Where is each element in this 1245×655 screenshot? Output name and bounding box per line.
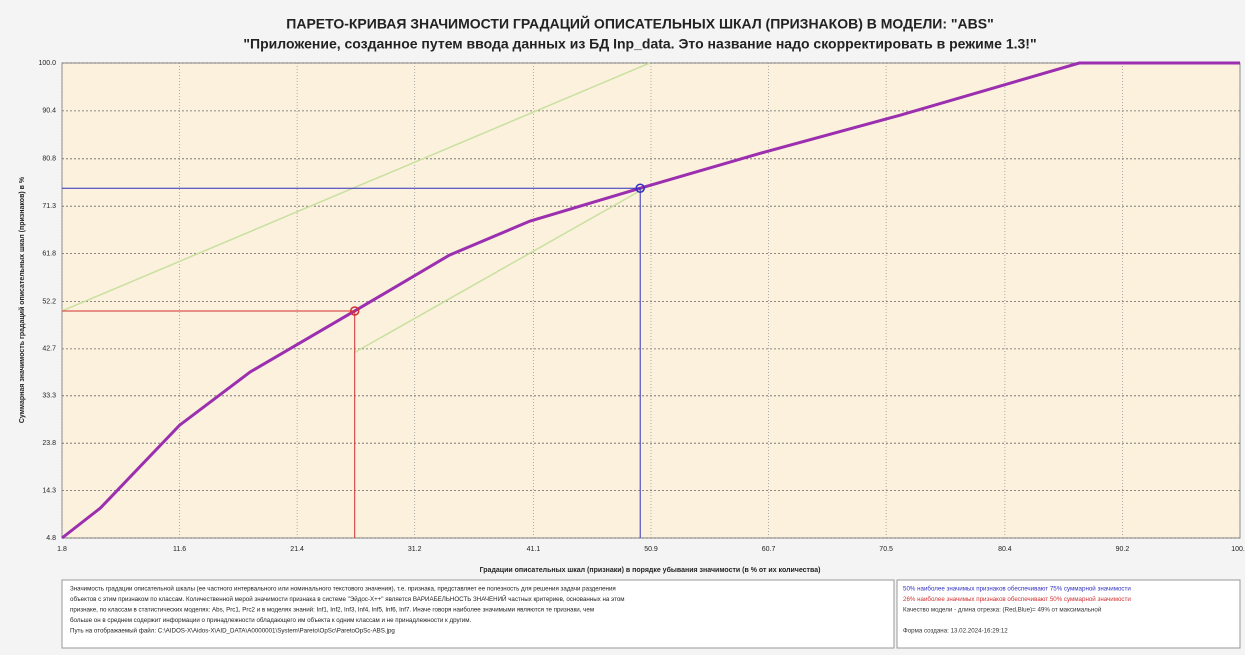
y-tick-label: 23.8	[42, 440, 56, 447]
note-text: 26% наиболее значимых признаков обеспечи…	[903, 596, 1131, 603]
x-tick-label: 60.7	[762, 546, 776, 553]
x-tick-label: 21.4	[290, 546, 304, 553]
note-text: Значимость градации описательной шкалы (…	[70, 586, 616, 593]
line	[354, 184, 651, 354]
y-tick-label: 100.0	[38, 60, 56, 67]
notes-left-box	[61, 579, 895, 649]
y-axis-label: Суммарная значимость градаций описательн…	[18, 176, 26, 423]
note-text: Форма создана: 13.02.2024-16:29:12	[903, 628, 1008, 635]
note-text: 50% наиболее значимых признаков обеспечи…	[903, 586, 1131, 593]
note-text: Путь на отображаемый файл: C:\AIDOS-X\Ai…	[70, 628, 395, 635]
notes-right-box	[896, 579, 1241, 649]
note-text: Качество модели - длина отрезка: (Red,Bl…	[903, 607, 1102, 614]
marker	[635, 183, 645, 193]
y-tick-label: 33.3	[42, 393, 56, 400]
x-tick-label: 31.2	[408, 546, 422, 553]
x-tick-label: 50.9	[644, 546, 658, 553]
line	[61, 61, 1240, 540]
y-tick-label: 90.4	[42, 108, 56, 115]
note-text: больше он в среднем содержит информации …	[70, 617, 472, 624]
chart-subtitle: "Приложение, созданное путем ввода данны…	[243, 36, 1036, 52]
note-text: признаке, по классам в статистических мо…	[70, 607, 594, 614]
marker	[349, 306, 360, 316]
y-tick-label: 61.8	[42, 250, 56, 257]
note-text: объектов с этим признаком по классам. Ко…	[70, 595, 625, 603]
x-tick-label: 41.1	[527, 546, 541, 553]
x-tick-label: 1.8	[57, 546, 67, 553]
x-tick-label: 100.0	[1231, 546, 1245, 553]
y-tick-label: 42.7	[42, 346, 56, 353]
x-tick-label: 11.6	[173, 546, 186, 553]
x-tick-label: 70.5	[879, 546, 893, 553]
y-tick-label: 4.8	[46, 535, 56, 542]
chart-title: ПАРЕТО-КРИВАЯ ЗНАЧИМОСТИ ГРАДАЦИЙ ОПИСАТ…	[286, 15, 993, 32]
y-tick-label: 80.8	[42, 156, 56, 163]
y-tick-label: 71.3	[42, 203, 56, 210]
y-tick-label: 14.3	[42, 487, 56, 494]
y-tick-label: 52.2	[42, 298, 56, 305]
line	[61, 62, 651, 312]
x-tick-label: 90.2	[1116, 546, 1130, 553]
x-tick-label: 80.4	[998, 546, 1012, 553]
x-axis-label: Градации описательных шкал (признаки) в …	[480, 566, 821, 574]
